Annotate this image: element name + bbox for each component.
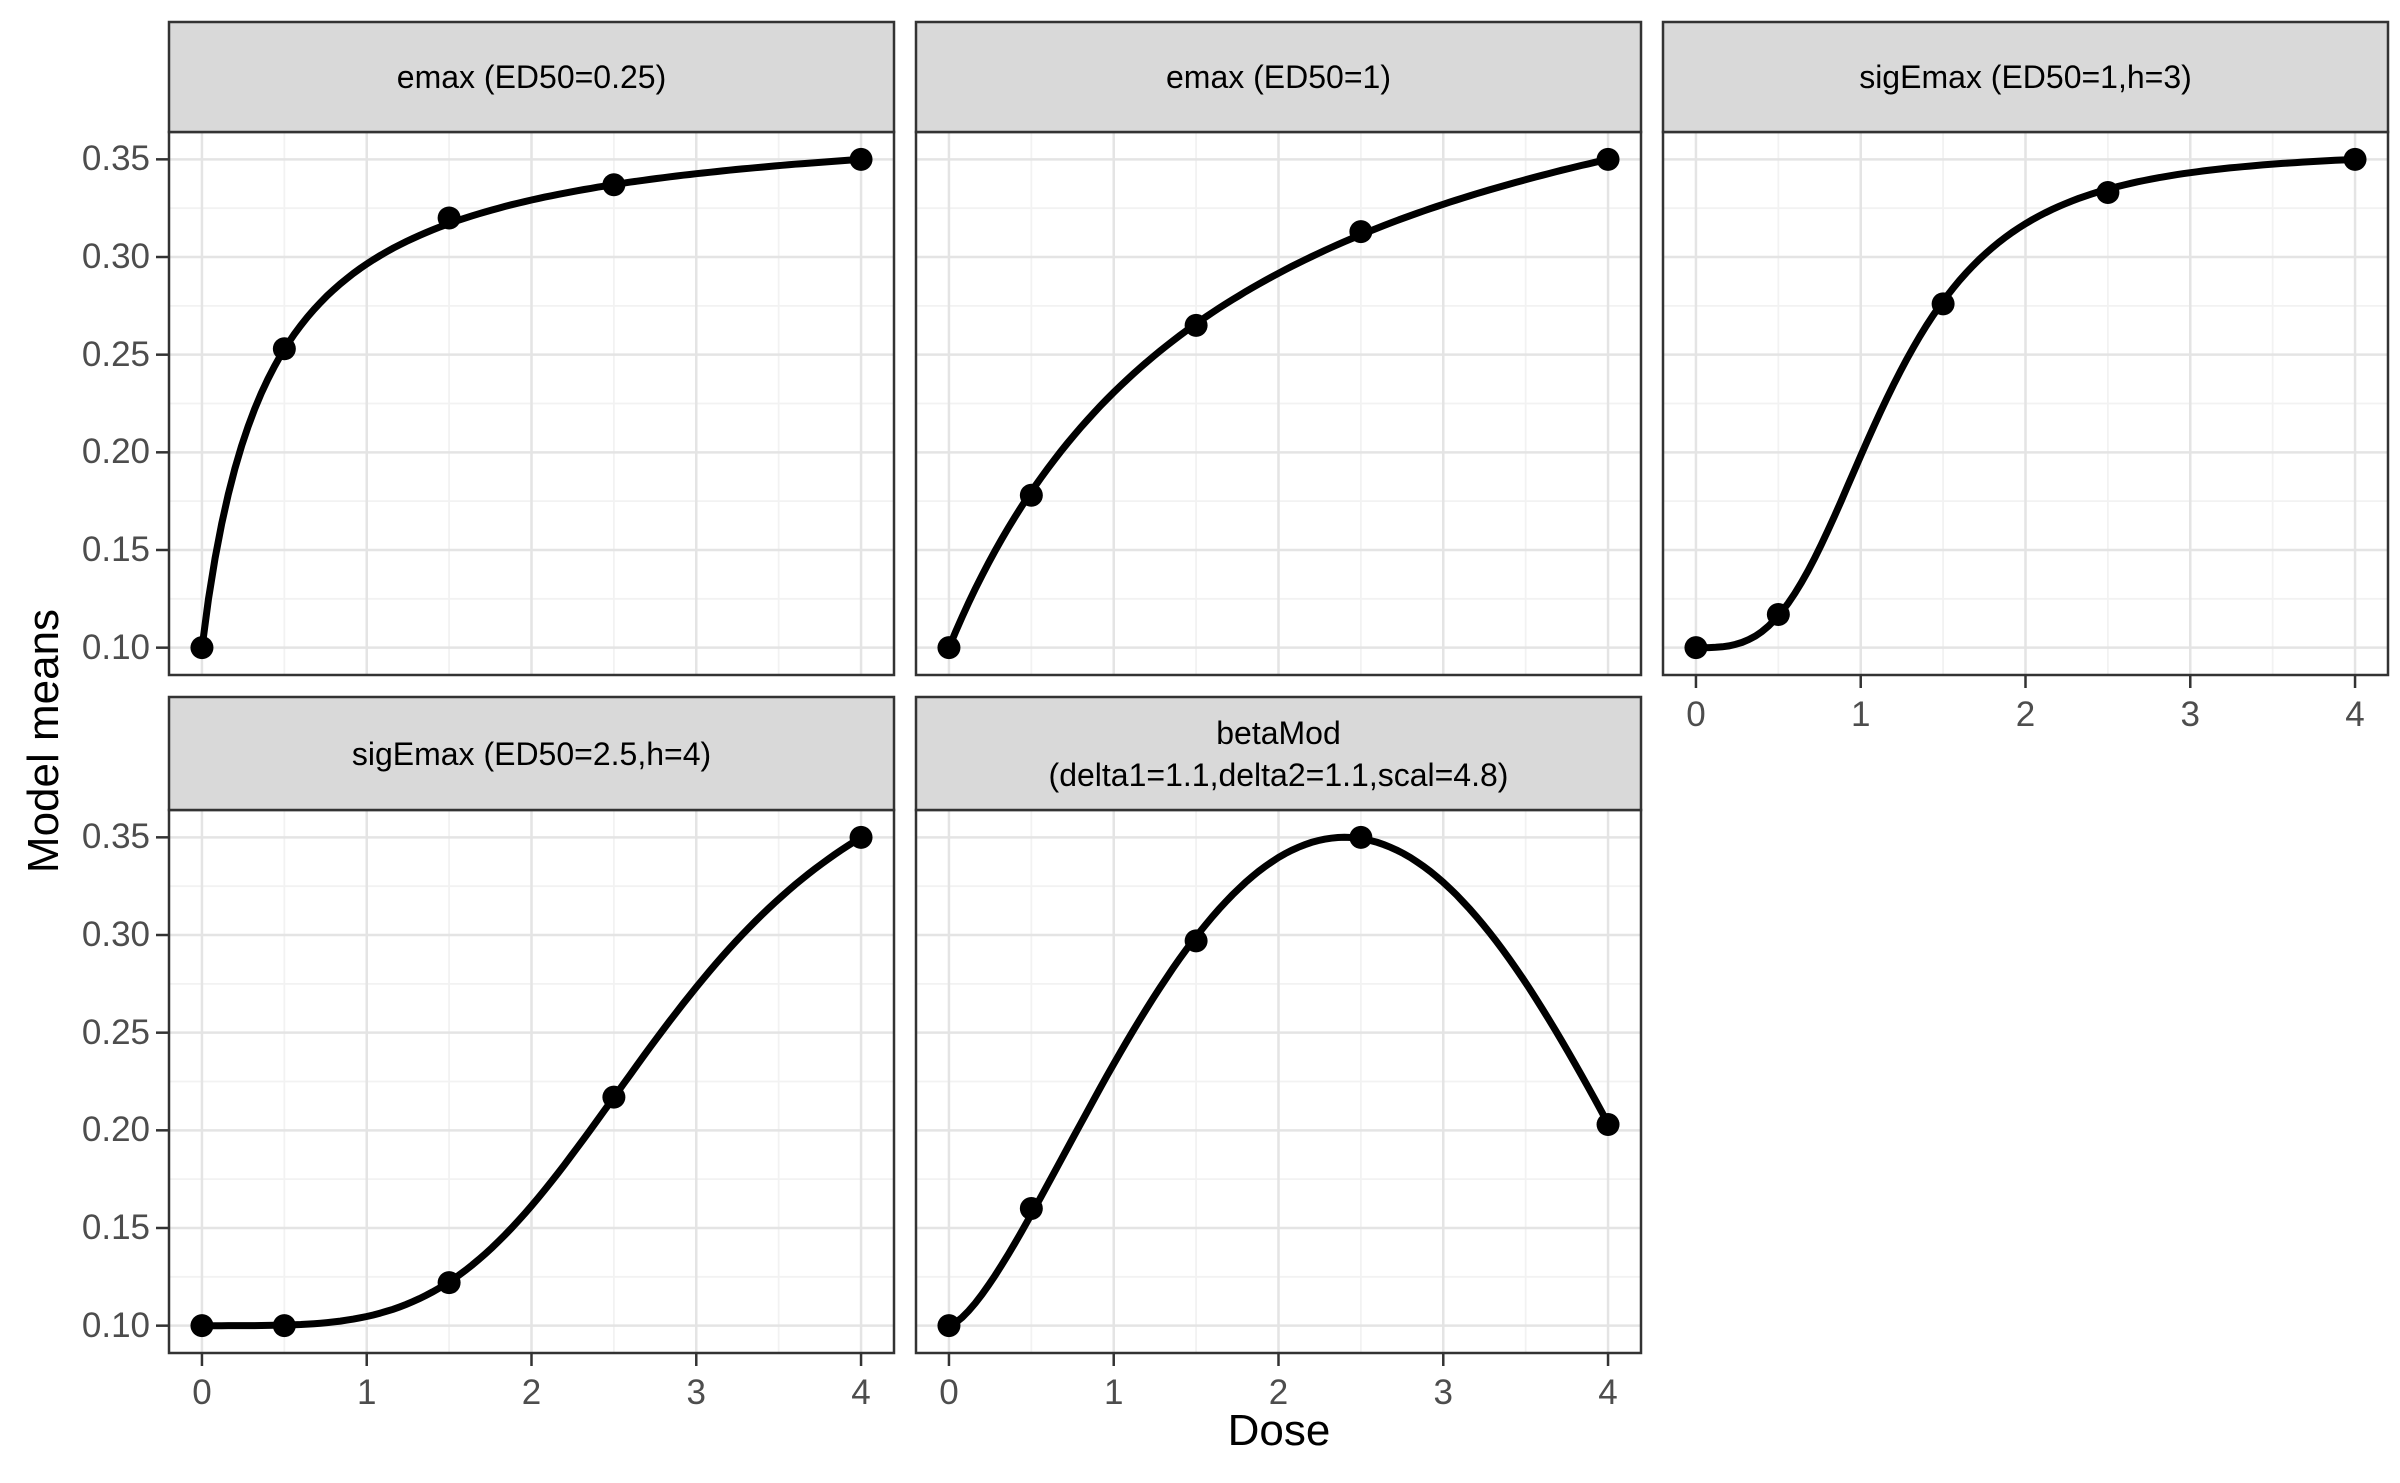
y-axis-tick-label: 0.25 <box>81 1012 150 1052</box>
data-point <box>1349 825 1373 849</box>
y-axis-tick-label: 0.30 <box>81 915 150 954</box>
facet-strip-title-line: sigEmax (ED50=1,h=3) <box>1859 59 2192 95</box>
data-point <box>1596 147 1620 171</box>
x-axis-tick-label: 4 <box>2345 695 2365 734</box>
y-axis-tick-label: 0.35 <box>81 139 150 179</box>
y-axis-tick-label: 0.35 <box>81 817 150 857</box>
x-axis-tick-label: 1 <box>356 1373 377 1412</box>
model-curve <box>945 833 1612 1330</box>
facet-strip <box>1661 20 2390 134</box>
x-axis-tick-label: 2 <box>2015 695 2036 734</box>
y-axis-tick-label: 0.20 <box>81 432 150 472</box>
facet-strip-title-line: betaMod <box>1216 714 1341 751</box>
x-axis-tick-label: 3 <box>2180 695 2200 734</box>
facet-strip-title: sigEmax (ED50=1,h=3) <box>1663 22 2388 132</box>
data-point <box>602 1085 626 1109</box>
model-curve <box>198 155 865 652</box>
data-point <box>1019 1196 1043 1220</box>
data-point <box>2096 181 2120 205</box>
x-axis-tick-label: 1 <box>1850 695 1871 734</box>
data-point <box>1931 292 1955 316</box>
data-point <box>2343 147 2367 171</box>
x-axis-tick-label: 0 <box>192 1373 212 1412</box>
data-point <box>272 337 296 361</box>
data-point <box>937 636 961 660</box>
y-axis-tick-label: 0.30 <box>81 237 150 276</box>
model-curve <box>198 833 865 1330</box>
data-point <box>849 147 873 171</box>
facet-strip-title-line: sigEmax (ED50=2.5,h=4) <box>351 735 712 772</box>
x-axis-tick-label: 2 <box>1268 1373 1289 1412</box>
facet-strip-title: betaMod (delta1=1.1,delta2=1.1,scal=4.8) <box>916 697 1641 810</box>
facet-strip-title-line: emax (ED50=1) <box>1166 59 1391 95</box>
x-axis-tick-label: 4 <box>851 1373 871 1412</box>
x-axis-title: Dose <box>1227 1406 1331 1455</box>
x-axis-tick-label: 0 <box>939 1373 959 1412</box>
data-point <box>1349 220 1373 244</box>
data-point <box>272 1314 296 1338</box>
facet-strip <box>914 695 1643 812</box>
facet-strip-title: emax (ED50=1) <box>916 22 1641 132</box>
data-point <box>1766 602 1790 626</box>
y-axis-tick-label: 0.25 <box>81 334 150 374</box>
data-point <box>1184 313 1208 337</box>
model-curve <box>1692 155 2359 652</box>
data-point <box>190 636 214 660</box>
data-point <box>437 1271 461 1295</box>
y-axis-tick-label: 0.15 <box>81 529 150 569</box>
data-point <box>849 825 873 849</box>
x-axis-tick-label: 3 <box>1433 1373 1453 1412</box>
facet-strip <box>914 20 1643 134</box>
facet-strip <box>167 695 896 812</box>
data-point <box>1684 636 1708 660</box>
facet-strip-title-line: (delta1=1.1,delta2=1.1,scal=4.8) <box>1048 756 1509 793</box>
y-axis-tick-label: 0.10 <box>81 627 150 667</box>
data-point <box>937 1314 961 1338</box>
x-axis-tick-label: 4 <box>1598 1373 1618 1412</box>
y-axis-tick-label: 0.20 <box>81 1110 150 1150</box>
x-axis-tick-label: 0 <box>1686 695 1706 734</box>
data-point <box>1596 1112 1620 1136</box>
model-curve <box>945 155 1612 652</box>
facet-strip-title: sigEmax (ED50=2.5,h=4) <box>169 697 894 810</box>
y-axis-tick-label: 0.10 <box>81 1305 150 1345</box>
data-point <box>190 1314 214 1338</box>
data-point <box>437 206 461 230</box>
facet-strip-title: emax (ED50=0.25) <box>169 22 894 132</box>
facet-strip-title-line: emax (ED50=0.25) <box>396 59 667 95</box>
y-axis-tick-label: 0.15 <box>81 1207 150 1247</box>
data-point <box>602 173 626 197</box>
x-axis-tick-label: 2 <box>521 1373 542 1412</box>
x-axis-tick-label: 3 <box>686 1373 706 1412</box>
data-point <box>1184 929 1208 953</box>
y-axis-title: Model means <box>19 608 68 874</box>
x-axis-tick-label: 1 <box>1103 1373 1124 1412</box>
data-point <box>1019 483 1043 507</box>
facet-strip <box>167 20 896 134</box>
